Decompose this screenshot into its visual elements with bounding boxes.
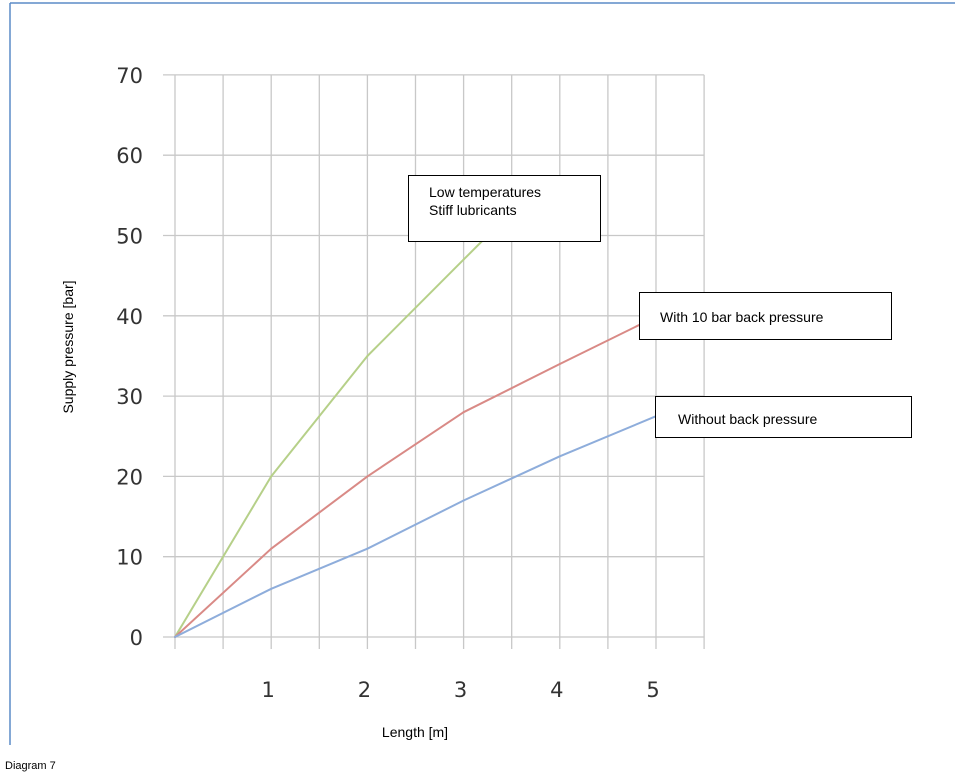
y-tick-label: 70: [116, 64, 143, 88]
data-point: [270, 547, 273, 550]
annotation-line: Low temperatures: [429, 184, 542, 200]
data-point: [270, 587, 273, 590]
x-tick-label: 1: [262, 678, 275, 702]
annotation-line: Stiff lubricants: [429, 202, 517, 218]
series-line-2: [174, 415, 657, 638]
data-point: [462, 411, 465, 414]
annotation-line: With 10 bar back pressure: [660, 309, 824, 325]
y-tick-label: 30: [116, 385, 143, 409]
data-point: [270, 475, 273, 478]
x-tick-label: 3: [454, 678, 467, 702]
data-point: [366, 475, 369, 478]
y-tick-label: 10: [116, 546, 143, 570]
y-tick-label: 60: [116, 144, 143, 168]
data-point: [366, 354, 369, 357]
x-tick-label: 5: [646, 678, 659, 702]
annotation-back-pressure: With 10 bar back pressure: [639, 292, 892, 340]
data-point: [462, 499, 465, 502]
y-axis-label: Supply pressure [bar]: [60, 280, 76, 413]
x-tick-label: 4: [550, 678, 563, 702]
y-tick-label: 20: [116, 465, 143, 489]
x-tick-label: 2: [358, 678, 371, 702]
data-point: [366, 547, 369, 550]
figure-caption: Diagram 7: [5, 760, 56, 772]
x-axis-label: Length [m]: [382, 724, 448, 740]
tick-labels: 0 10 20 30 40 50 60 70 1 2 3 4 5: [116, 64, 659, 702]
y-tick-label: 0: [130, 626, 143, 650]
grid: [163, 74, 705, 649]
data-point: [174, 636, 176, 638]
data-point: [462, 258, 465, 261]
series-line-0: [174, 234, 489, 638]
series-line-1: [174, 322, 643, 638]
annotation-line: Without back pressure: [678, 411, 818, 427]
annotation-no-back-pressure: Without back pressure: [655, 396, 912, 438]
data-point: [558, 362, 561, 365]
y-tick-label: 40: [116, 305, 143, 329]
series-lines: [174, 234, 657, 638]
y-tick-label: 50: [116, 225, 143, 249]
data-point: [558, 455, 561, 458]
annotation-low-temperatures: Low temperatures Stiff lubricants: [408, 175, 601, 242]
